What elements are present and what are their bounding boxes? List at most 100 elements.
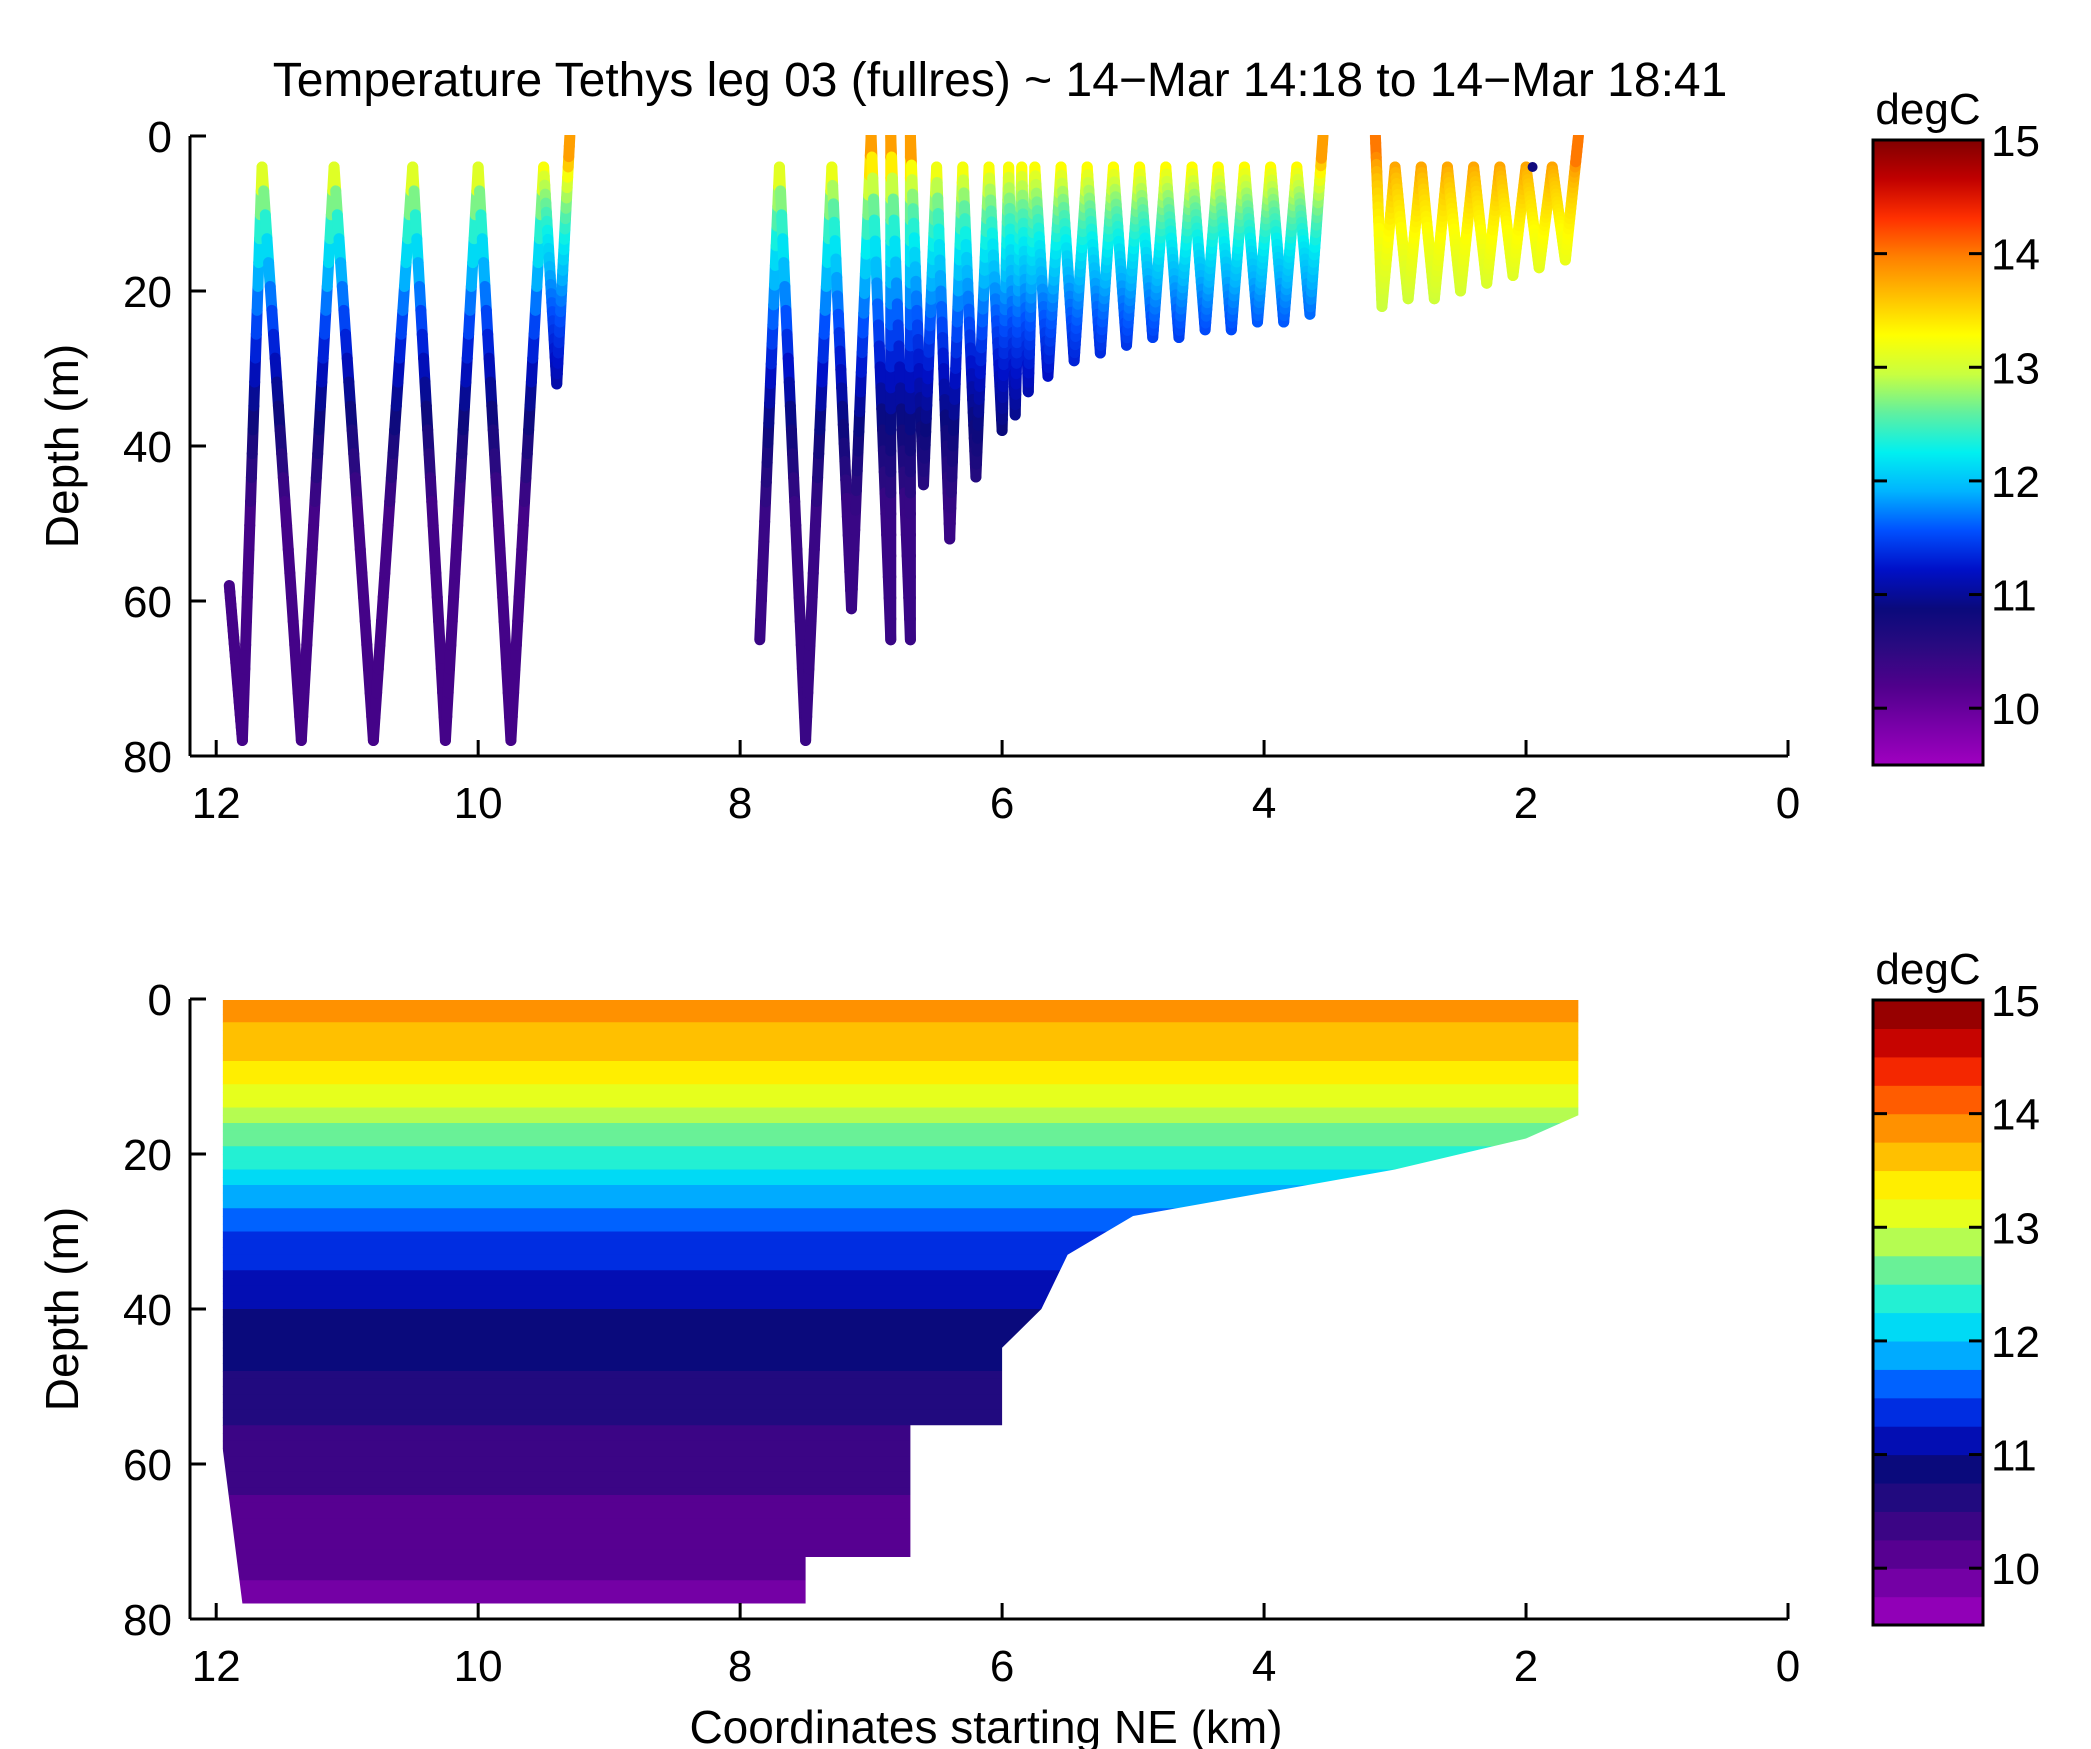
track-segment bbox=[563, 135, 576, 152]
contour-band bbox=[222, 1014, 1579, 1023]
bottom-colorbar-step bbox=[1873, 1142, 1983, 1172]
contour-band bbox=[222, 1115, 1579, 1124]
top-y-tick-label: 40 bbox=[123, 423, 172, 472]
top-colorbar-tick-label: 10 bbox=[1991, 685, 2040, 734]
top-colorbar: degC 10 11 12 13 14 15 bbox=[1871, 85, 2040, 767]
contour-band bbox=[222, 1247, 1579, 1256]
bottom-colorbar-tick-label: 13 bbox=[1991, 1204, 2040, 1253]
contour-band bbox=[222, 1006, 1579, 1016]
bottom-colorbar-step bbox=[1873, 1056, 1983, 1086]
bottom-x-tick-label: 8 bbox=[728, 1642, 752, 1691]
contour-band bbox=[222, 1068, 1579, 1078]
contour-band bbox=[222, 1084, 1579, 1093]
top-x-ticks: 12 10 8 6 4 2 0 bbox=[192, 740, 1800, 828]
contour-band bbox=[222, 1456, 1579, 1465]
bottom-colorbar-tick-label: 15 bbox=[1991, 977, 2040, 1026]
contour-band bbox=[222, 1479, 1579, 1488]
contour-band bbox=[222, 1363, 1579, 1372]
bottom-colorbar-step bbox=[1873, 1596, 1983, 1626]
bottom-colorbar-step bbox=[1873, 1198, 1983, 1228]
contour-band bbox=[222, 1502, 1579, 1512]
bottom-y-tick-label: 80 bbox=[123, 1596, 172, 1645]
top-colorbar-tick-label: 13 bbox=[1991, 344, 2040, 393]
contour-band bbox=[222, 1185, 1579, 1194]
contour-band bbox=[222, 1138, 1579, 1147]
contour-band bbox=[222, 1448, 1579, 1457]
contour-band bbox=[222, 1464, 1579, 1473]
contour-band bbox=[222, 1440, 1579, 1450]
bottom-colorbar-tick-label: 10 bbox=[1991, 1545, 2040, 1594]
bottom-colorbar-step bbox=[1873, 1426, 1983, 1456]
bottom-colorbar-tick-label: 14 bbox=[1991, 1091, 2040, 1140]
contour-band bbox=[222, 1487, 1579, 1496]
gridded-mask bbox=[190, 1000, 1788, 1620]
contour-band bbox=[222, 1293, 1579, 1302]
contour-band bbox=[222, 1340, 1579, 1349]
contour-band bbox=[222, 1526, 1579, 1535]
bottom-x-tick-label: 2 bbox=[1514, 1642, 1538, 1691]
top-x-tick-label: 10 bbox=[454, 779, 503, 828]
contour-band bbox=[222, 1533, 1579, 1543]
bottom-y-tick-label: 60 bbox=[123, 1441, 172, 1490]
contour-band bbox=[222, 1192, 1579, 1202]
contour-band bbox=[222, 1378, 1579, 1388]
contour-band bbox=[222, 1161, 1579, 1171]
contour-band bbox=[222, 1169, 1579, 1178]
bottom-colorbar-label: degC bbox=[1875, 945, 1980, 994]
contour-band bbox=[222, 1394, 1579, 1403]
contour-band bbox=[222, 1177, 1579, 1186]
top-colorbar-ticks: 10 11 12 13 14 15 bbox=[1873, 117, 2040, 734]
contour-band bbox=[222, 1262, 1579, 1271]
contour-band bbox=[222, 1324, 1579, 1333]
bottom-colorbar-step bbox=[1873, 1454, 1983, 1484]
bottom-colorbar-step bbox=[1873, 1568, 1983, 1598]
contour-band bbox=[222, 1022, 1579, 1031]
contour-band bbox=[222, 1239, 1579, 1248]
contour-band bbox=[222, 1200, 1579, 1209]
bottom-colorbar-step bbox=[1873, 1085, 1983, 1115]
gridded-contours bbox=[190, 1000, 1788, 1620]
contour-band bbox=[222, 1433, 1579, 1442]
contour-band bbox=[222, 1386, 1579, 1395]
bottom-colorbar-tick-label: 11 bbox=[1991, 1432, 2037, 1481]
top-y-tick-label: 80 bbox=[123, 733, 172, 782]
contour-band bbox=[222, 1425, 1579, 1434]
bottom-x-axis-label: Coordinates starting NE (km) bbox=[689, 1701, 1282, 1749]
bottom-colorbar-step bbox=[1873, 1170, 1983, 1200]
bottom-colorbar-step bbox=[1873, 1539, 1983, 1569]
top-colorbar-tick-label: 15 bbox=[1991, 117, 2040, 166]
bottom-x-tick-label: 12 bbox=[192, 1642, 241, 1691]
contour-band bbox=[222, 1223, 1579, 1233]
bottom-y-tick-label: 20 bbox=[123, 1131, 172, 1180]
contour-band bbox=[222, 1270, 1579, 1279]
contour-band bbox=[222, 1053, 1579, 1062]
contour-band bbox=[222, 1309, 1579, 1318]
bottom-colorbar-step bbox=[1873, 1369, 1983, 1399]
track-segment bbox=[1572, 135, 1584, 147]
top-x-tick-label: 4 bbox=[1252, 779, 1276, 828]
top-colorbar-tick-label: 12 bbox=[1991, 458, 2040, 507]
contour-band bbox=[222, 1301, 1579, 1310]
contour-band bbox=[222, 1549, 1579, 1558]
bottom-x-tick-label: 10 bbox=[454, 1642, 503, 1691]
bottom-colorbar-step bbox=[1873, 1255, 1983, 1285]
bottom-colorbar-step bbox=[1873, 1284, 1983, 1314]
bottom-x-ticks: 12 10 8 6 4 2 0 bbox=[192, 1603, 1800, 1691]
bottom-colorbar-ticks: 10 11 12 13 14 15 bbox=[1873, 977, 2040, 1594]
contour-band bbox=[222, 1402, 1579, 1411]
top-y-tick-label: 20 bbox=[123, 268, 172, 317]
contour-band bbox=[222, 1285, 1579, 1295]
bottom-y-ticks: 0 20 40 60 80 bbox=[123, 976, 206, 1645]
bottom-colorbar-step bbox=[1873, 1113, 1983, 1143]
contour-band bbox=[222, 1495, 1579, 1504]
bottom-colorbar: degC 10 11 12 13 14 15 bbox=[1871, 945, 2040, 1627]
contour-band bbox=[222, 1541, 1579, 1550]
top-x-tick-label: 6 bbox=[990, 779, 1014, 828]
contour-band bbox=[222, 1130, 1579, 1140]
bottom-y-tick-label: 0 bbox=[148, 976, 172, 1025]
contour-band bbox=[222, 1208, 1579, 1217]
figure-title: Temperature Tethys leg 03 (fullres) ~ 14… bbox=[273, 54, 1728, 107]
bottom-colorbar-step bbox=[1873, 1340, 1983, 1370]
contour-band bbox=[222, 1510, 1579, 1519]
